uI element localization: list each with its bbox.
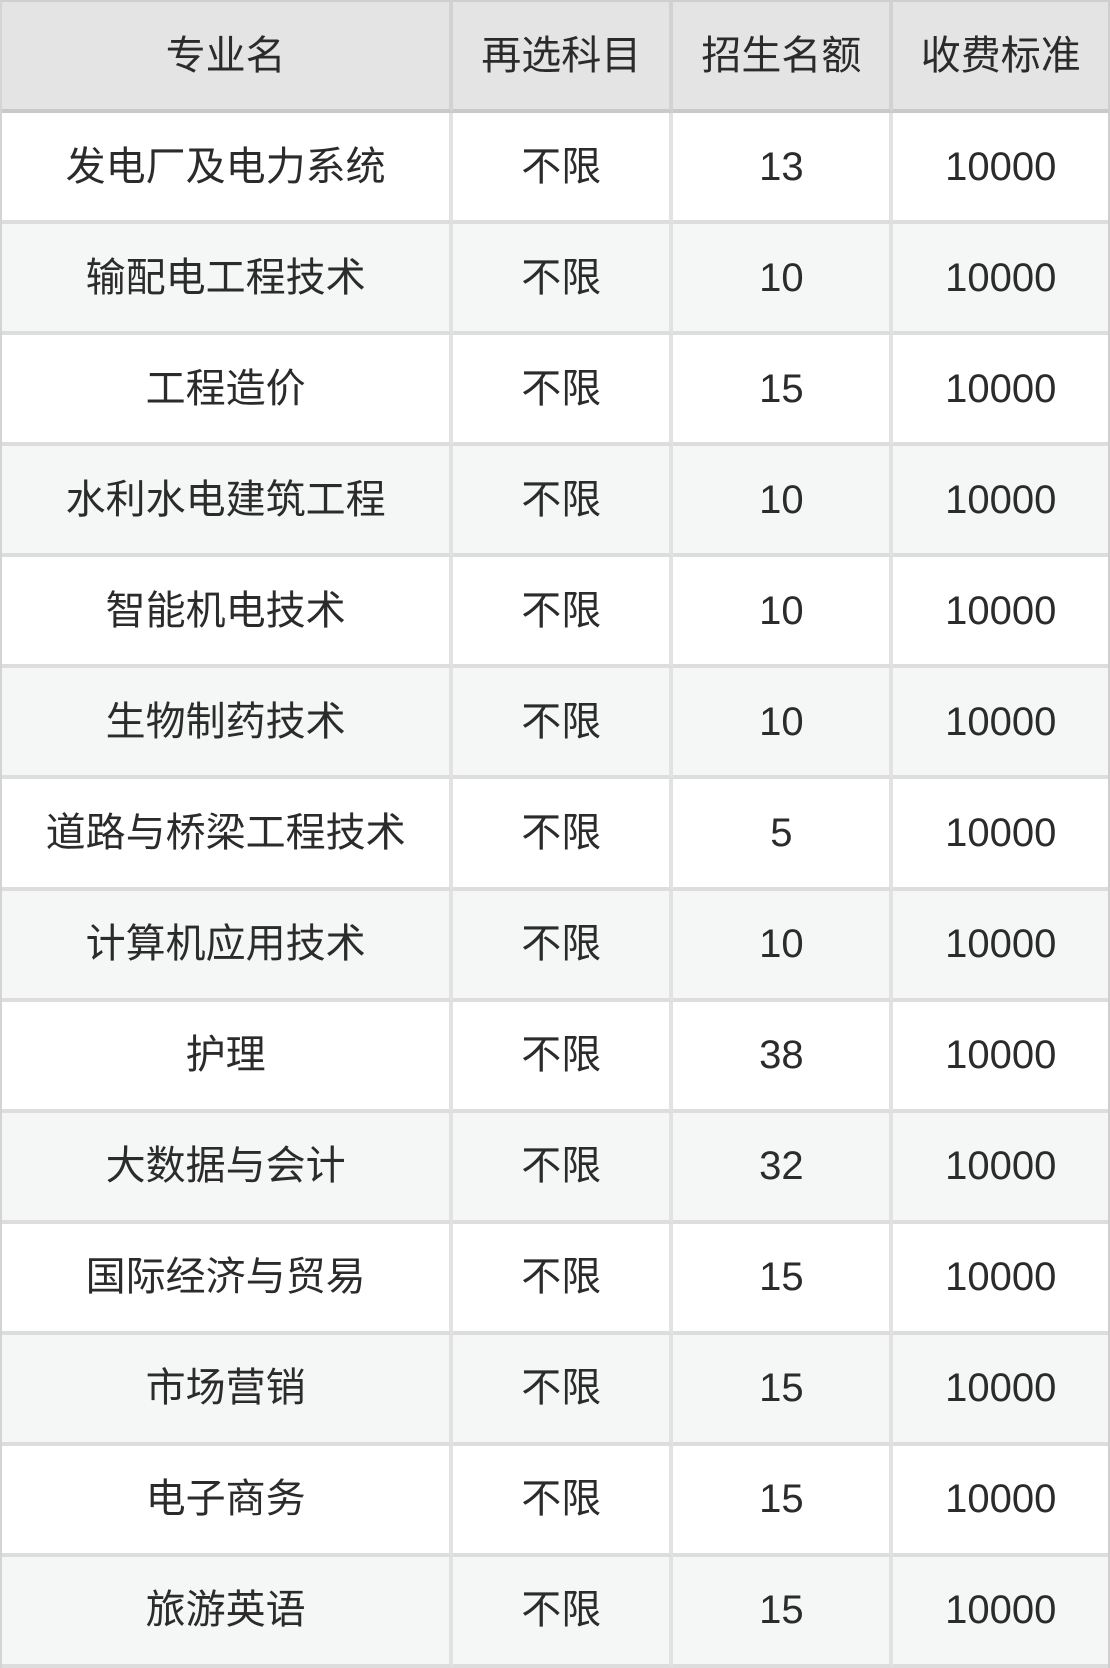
cell-reselect-subject: 不限 <box>453 668 674 780</box>
cell-enrollment-quota: 38 <box>673 1001 894 1113</box>
table-row: 智能机电技术 不限 10 10000 <box>2 557 1108 669</box>
table-row: 市场营销 不限 15 10000 <box>2 1334 1108 1446</box>
cell-reselect-subject: 不限 <box>453 1112 674 1224</box>
cell-enrollment-quota: 10 <box>673 224 894 336</box>
table-row: 道路与桥梁工程技术 不限 5 10000 <box>2 779 1108 891</box>
cell-fee-standard: 10000 <box>893 890 1108 1002</box>
cell-major-name: 工程造价 <box>2 335 454 447</box>
cell-reselect-subject: 不限 <box>453 557 674 669</box>
table-row: 水利水电建筑工程 不限 10 10000 <box>2 446 1108 558</box>
cell-major-name: 电子商务 <box>2 1445 454 1557</box>
cell-enrollment-quota: 10 <box>673 668 894 780</box>
cell-major-name: 生物制药技术 <box>2 668 454 780</box>
cell-reselect-subject: 不限 <box>453 1556 674 1668</box>
cell-major-name: 智能机电技术 <box>2 557 454 669</box>
cell-enrollment-quota: 15 <box>673 335 894 447</box>
cell-enrollment-quota: 5 <box>673 779 894 891</box>
cell-reselect-subject: 不限 <box>453 446 674 558</box>
column-header: 招生名额 <box>673 2 894 114</box>
column-header: 专业名 <box>2 2 454 114</box>
cell-major-name: 旅游英语 <box>2 1556 454 1668</box>
cell-fee-standard: 10000 <box>893 1556 1108 1668</box>
table-row: 计算机应用技术 不限 10 10000 <box>2 890 1108 1002</box>
cell-major-name: 发电厂及电力系统 <box>2 113 454 225</box>
cell-fee-standard: 10000 <box>893 446 1108 558</box>
cell-fee-standard: 10000 <box>893 1334 1108 1446</box>
cell-major-name: 道路与桥梁工程技术 <box>2 779 454 891</box>
table-header-row: 专业名 再选科目 招生名额 收费标准 <box>2 2 1108 114</box>
cell-reselect-subject: 不限 <box>453 1001 674 1113</box>
column-header: 再选科目 <box>453 2 674 114</box>
table-row: 发电厂及电力系统 不限 13 10000 <box>2 113 1108 225</box>
cell-enrollment-quota: 15 <box>673 1556 894 1668</box>
cell-reselect-subject: 不限 <box>453 779 674 891</box>
cell-major-name: 水利水电建筑工程 <box>2 446 454 558</box>
cell-major-name: 护理 <box>2 1001 454 1113</box>
cell-enrollment-quota: 32 <box>673 1112 894 1224</box>
table-body: 发电厂及电力系统 不限 13 10000 输配电工程技术 不限 10 10000… <box>2 113 1108 1668</box>
cell-major-name: 计算机应用技术 <box>2 890 454 1002</box>
column-header: 收费标准 <box>893 2 1108 114</box>
cell-fee-standard: 10000 <box>893 557 1108 669</box>
cell-reselect-subject: 不限 <box>453 335 674 447</box>
cell-major-name: 大数据与会计 <box>2 1112 454 1224</box>
cell-enrollment-quota: 10 <box>673 890 894 1002</box>
cell-enrollment-quota: 15 <box>673 1334 894 1446</box>
cell-major-name: 国际经济与贸易 <box>2 1223 454 1335</box>
cell-reselect-subject: 不限 <box>453 1334 674 1446</box>
cell-enrollment-quota: 15 <box>673 1223 894 1335</box>
table-row: 大数据与会计 不限 32 10000 <box>2 1112 1108 1224</box>
cell-enrollment-quota: 15 <box>673 1445 894 1557</box>
table-row: 电子商务 不限 15 10000 <box>2 1445 1108 1557</box>
cell-reselect-subject: 不限 <box>453 890 674 1002</box>
cell-fee-standard: 10000 <box>893 224 1108 336</box>
cell-fee-standard: 10000 <box>893 113 1108 225</box>
table-row: 旅游英语 不限 15 10000 <box>2 1556 1108 1668</box>
table-row: 工程造价 不限 15 10000 <box>2 335 1108 447</box>
cell-fee-standard: 10000 <box>893 779 1108 891</box>
cell-fee-standard: 10000 <box>893 1445 1108 1557</box>
cell-enrollment-quota: 13 <box>673 113 894 225</box>
table-row: 国际经济与贸易 不限 15 10000 <box>2 1223 1108 1335</box>
cell-fee-standard: 10000 <box>893 1112 1108 1224</box>
cell-fee-standard: 10000 <box>893 1223 1108 1335</box>
cell-fee-standard: 10000 <box>893 335 1108 447</box>
table-row: 护理 不限 38 10000 <box>2 1001 1108 1113</box>
cell-major-name: 输配电工程技术 <box>2 224 454 336</box>
cell-major-name: 市场营销 <box>2 1334 454 1446</box>
table-row: 生物制药技术 不限 10 10000 <box>2 668 1108 780</box>
cell-enrollment-quota: 10 <box>673 557 894 669</box>
cell-reselect-subject: 不限 <box>453 113 674 225</box>
cell-fee-standard: 10000 <box>893 668 1108 780</box>
cell-enrollment-quota: 10 <box>673 446 894 558</box>
cell-reselect-subject: 不限 <box>453 1223 674 1335</box>
cell-fee-standard: 10000 <box>893 1001 1108 1113</box>
cell-reselect-subject: 不限 <box>453 224 674 336</box>
table-row: 输配电工程技术 不限 10 10000 <box>2 224 1108 336</box>
cell-reselect-subject: 不限 <box>453 1445 674 1557</box>
